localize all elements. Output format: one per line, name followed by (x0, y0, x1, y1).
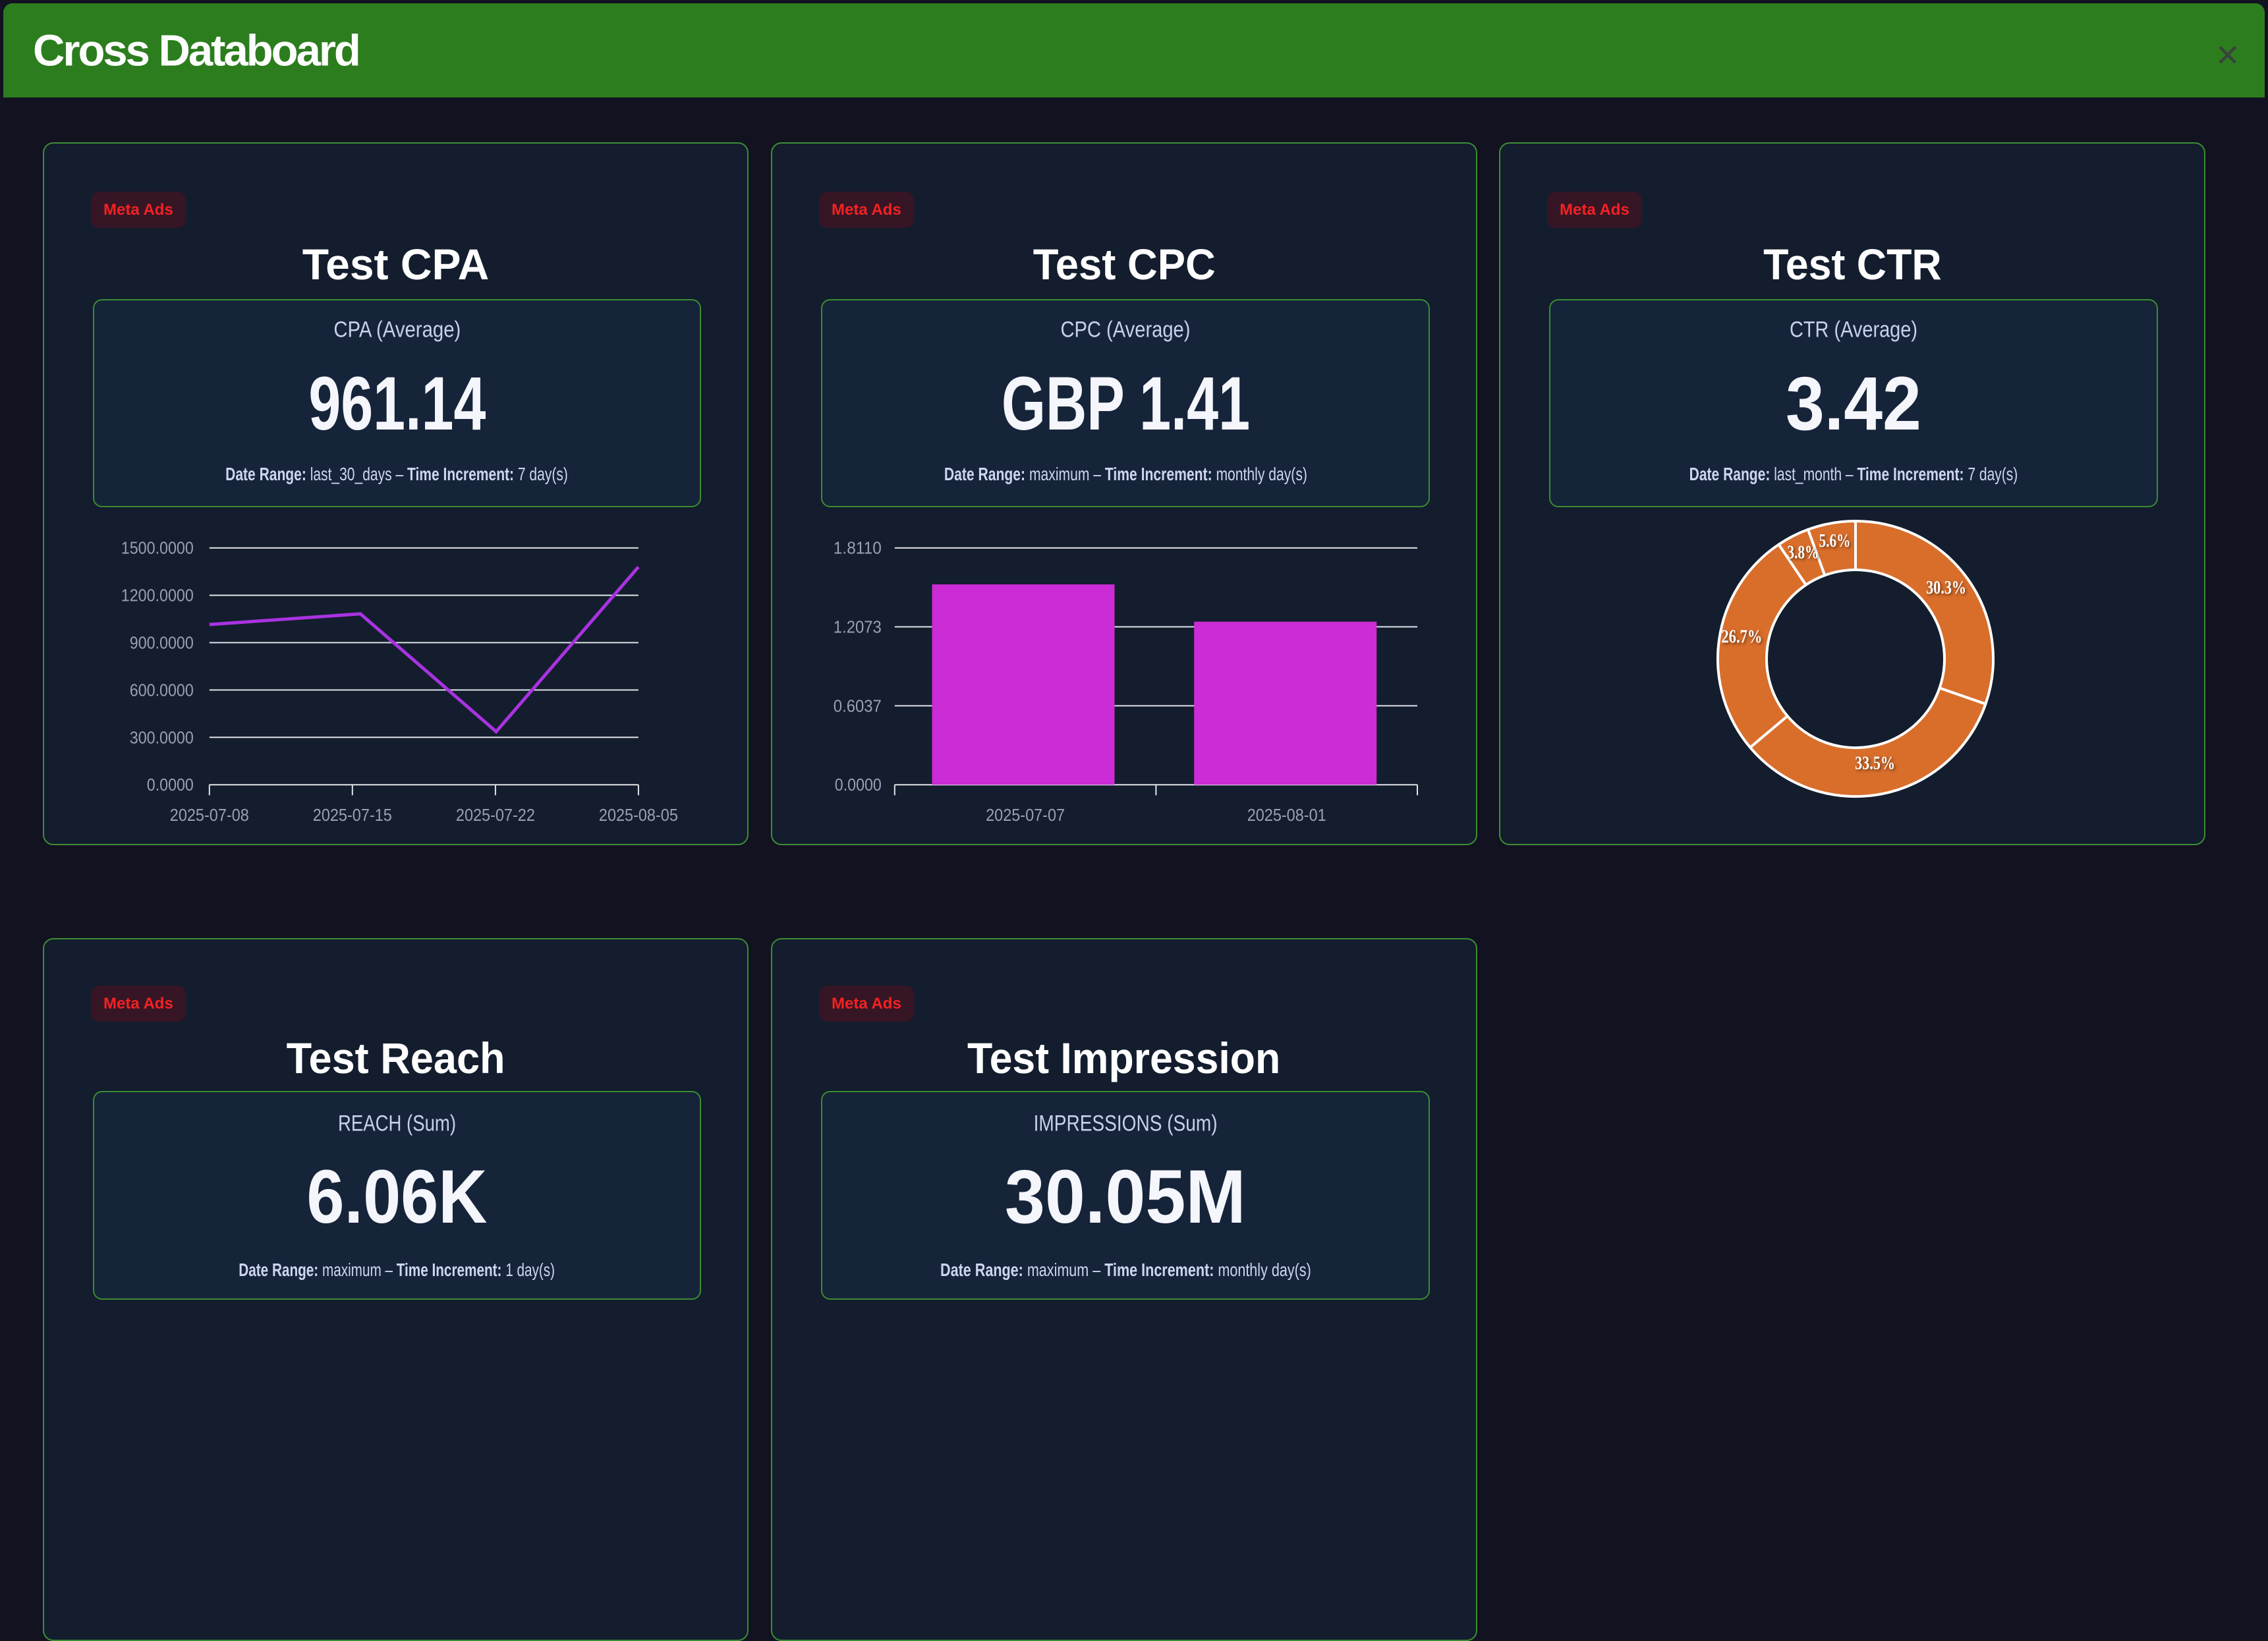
svg-text:600.0000: 600.0000 (130, 680, 194, 700)
svg-text:2025-07-22: 2025-07-22 (456, 805, 535, 825)
svg-text:1200.0000: 1200.0000 (121, 586, 194, 605)
svg-text:1.8110: 1.8110 (834, 538, 882, 558)
svg-text:2025-07-15: 2025-07-15 (313, 805, 392, 825)
svg-text:3.8%: 3.8% (1787, 543, 1819, 563)
svg-text:300.0000: 300.0000 (130, 727, 194, 747)
svg-text:900.0000: 900.0000 (130, 633, 194, 653)
svg-text:2025-08-01: 2025-08-01 (1247, 805, 1326, 825)
svg-text:1500.0000: 1500.0000 (121, 538, 194, 558)
svg-text:30.3%: 30.3% (1926, 578, 1966, 598)
svg-text:0.6037: 0.6037 (834, 696, 882, 715)
svg-text:0.0000: 0.0000 (147, 775, 194, 794)
svg-text:26.7%: 26.7% (1721, 627, 1762, 648)
svg-text:2025-07-07: 2025-07-07 (986, 805, 1065, 825)
svg-text:2025-08-05: 2025-08-05 (599, 805, 678, 825)
svg-text:2025-07-08: 2025-07-08 (170, 805, 249, 825)
svg-text:1.2073: 1.2073 (834, 617, 882, 637)
svg-text:33.5%: 33.5% (1855, 754, 1895, 774)
svg-text:0.0000: 0.0000 (835, 775, 882, 794)
svg-text:5.6%: 5.6% (1819, 531, 1851, 551)
